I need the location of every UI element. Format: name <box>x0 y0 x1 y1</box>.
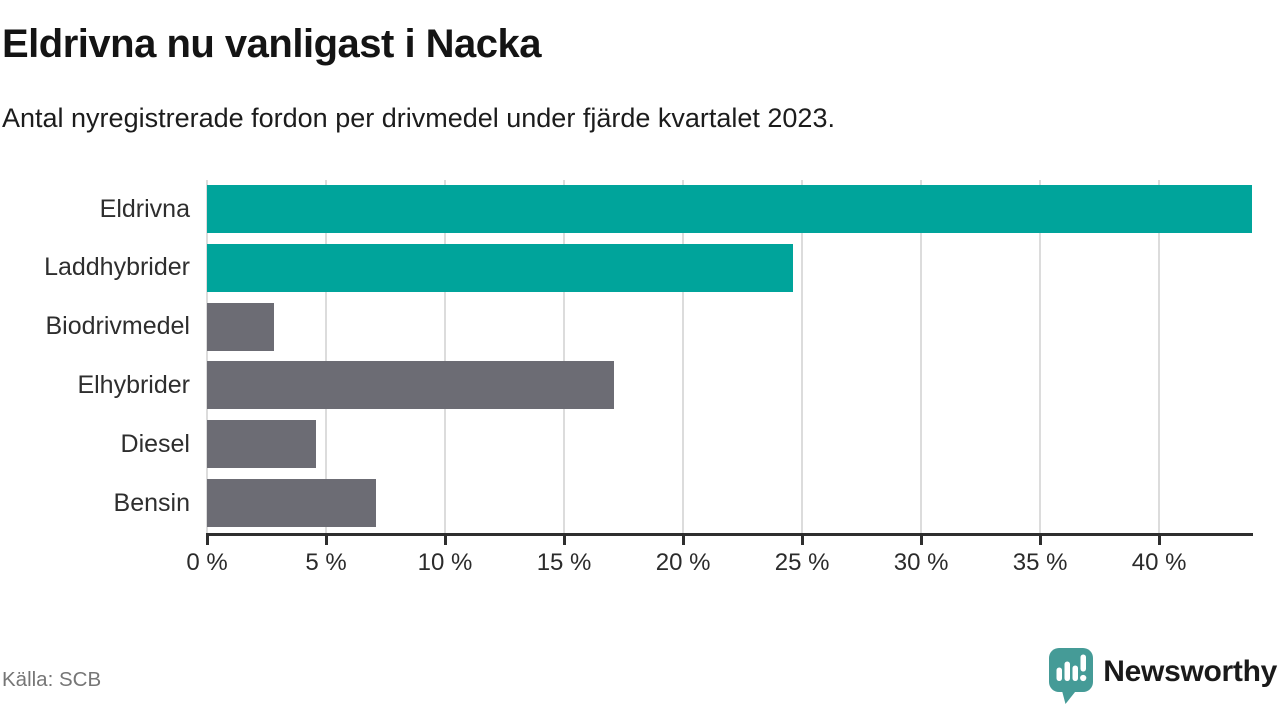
x-axis-tick-label-0: 0 % <box>186 549 228 576</box>
chart-subtitle: Antal nyregistrerade fordon per drivmede… <box>2 103 835 133</box>
bar-diesel <box>207 420 317 469</box>
bar-laddhybrider <box>207 243 793 292</box>
gridline-0 <box>206 180 208 533</box>
category-axis: Eldrivna Laddhybrider Biodrivmedel Elhybrid… <box>0 180 190 533</box>
x-axis-tick-label-25: 25 % <box>774 549 830 576</box>
x-axis-tick-label-35: 35 % <box>1012 549 1068 576</box>
category-label-bensin: Bensin <box>113 488 190 517</box>
gridline-15 <box>563 180 566 533</box>
x-axis-tick-label-30: 30 % <box>893 549 949 576</box>
gridline-30 <box>920 180 923 533</box>
category-label-biodrivmedel: Biodrivmedel <box>45 312 190 341</box>
x-axis-tick-15 <box>563 536 567 545</box>
x-axis-tick-label-20: 20 % <box>655 549 711 576</box>
bar-chart: Eldrivna Laddhybrider Biodrivmedel Elhybrid… <box>0 180 1280 600</box>
bar-bensin <box>207 479 376 527</box>
newsworthy-logo: Newsworthy <box>1048 647 1277 706</box>
gridline-25 <box>801 180 804 533</box>
x-axis-tick-label-15: 15 % <box>536 549 592 576</box>
x-axis-tick-10 <box>444 536 448 545</box>
source-note: Källa: SCB <box>2 668 102 691</box>
plot-area: 0 % 5 % 10 % 15 % 20 % 25 % 30 % 35 % 40 % <box>186 180 1253 576</box>
bar-eldrivna <box>207 185 1252 233</box>
gridline-10 <box>444 180 447 533</box>
x-axis-tick-25 <box>801 536 805 545</box>
category-label-laddhybrider: Laddhybrider <box>44 253 190 282</box>
category-label-elhybrider: Elhybrider <box>77 370 190 399</box>
gridline-40 <box>1158 180 1161 533</box>
category-label-diesel: Diesel <box>120 429 190 458</box>
x-axis-tick-35 <box>1039 536 1043 545</box>
x-axis-tick-0 <box>206 536 209 545</box>
bar-elhybrider <box>207 361 615 410</box>
page-title: Eldrivna nu vanligast i Nacka <box>2 22 542 66</box>
newsworthy-wordmark: Newsworthy <box>1103 655 1277 688</box>
x-axis-tick-20 <box>682 536 686 545</box>
x-axis-tick-30 <box>920 536 924 545</box>
gridline-5 <box>325 180 328 533</box>
x-axis-line <box>206 533 1253 536</box>
x-axis-tick-label-40: 40 % <box>1131 549 1187 576</box>
gridline-20 <box>682 180 685 533</box>
x-axis-tick-label-5: 5 % <box>305 549 347 576</box>
bar-biodrivmedel <box>207 302 274 351</box>
x-axis-tick-5 <box>325 536 329 545</box>
x-axis-tick-40 <box>1158 536 1162 545</box>
gridline-35 <box>1039 180 1042 533</box>
category-label-eldrivna: Eldrivna <box>99 194 190 223</box>
newsworthy-logo-icon <box>1049 648 1094 704</box>
x-axis-tick-label-10: 10 % <box>417 549 473 576</box>
